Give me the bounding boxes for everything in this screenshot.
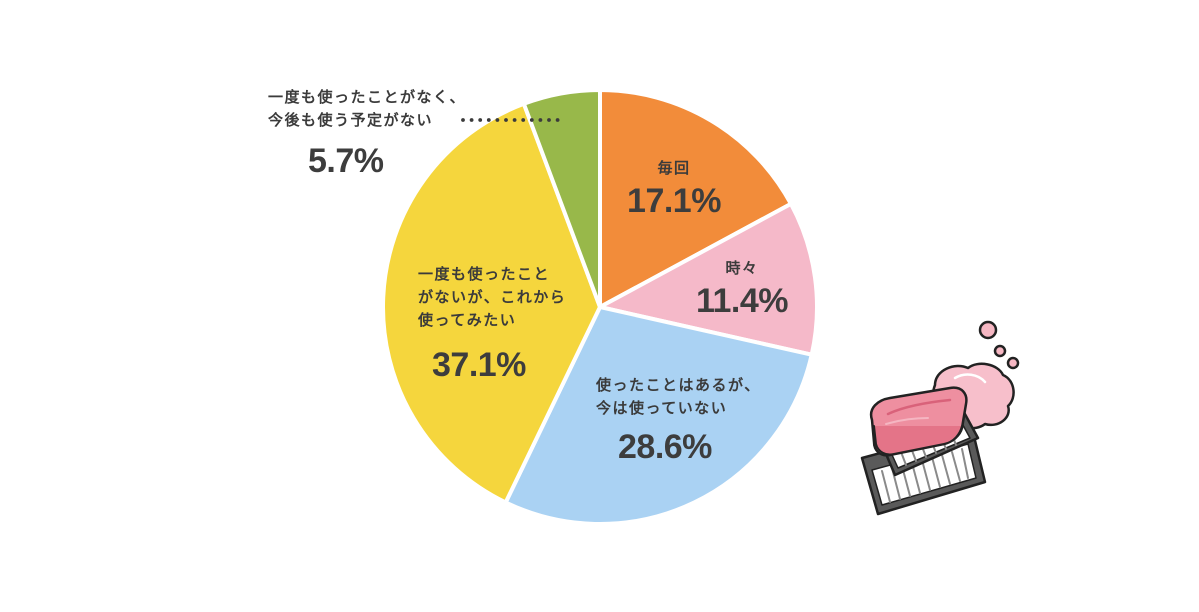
slice-want-to-try	[381, 101, 602, 505]
slice-label-every-time: 毎回 17.1%	[614, 157, 734, 222]
slice-label-sometimes: 時々 11.4%	[682, 257, 802, 322]
slice-never-no-plan	[521, 88, 602, 309]
category-label: 一度も使ったこと がないが、これから 使ってみたい	[418, 265, 567, 329]
percent-value: 5.7%	[308, 142, 384, 180]
pie-slices	[381, 88, 820, 527]
slice-every-time	[598, 88, 793, 309]
percent-value: 17.1%	[627, 182, 721, 220]
slice-sometimes	[598, 201, 820, 357]
slice-label-used-not-now: 使ったことはあるが、 今は使っていない 28.6%	[596, 374, 806, 468]
slice-used-not-now	[503, 305, 814, 527]
category-label: 時々	[725, 259, 759, 277]
category-label: 使ったことはあるが、 今は使っていない	[596, 376, 761, 417]
percent-value: 11.4%	[695, 282, 789, 320]
percent-value: 37.1%	[432, 346, 526, 384]
slice-label-want-to-try: 一度も使ったこと がないが、これから 使ってみたい 37.1%	[418, 263, 588, 386]
category-label: 毎回	[657, 159, 691, 177]
soap-icon	[860, 320, 1020, 516]
leader-line-dotted	[461, 118, 560, 122]
category-label: 一度も使ったことがなく、 今後も使う予定がない	[268, 88, 467, 129]
percent-value: 28.6%	[618, 428, 712, 466]
slice-label-never-no-plan: 一度も使ったことがなく、 今後も使う予定がない 5.7%	[268, 86, 478, 182]
